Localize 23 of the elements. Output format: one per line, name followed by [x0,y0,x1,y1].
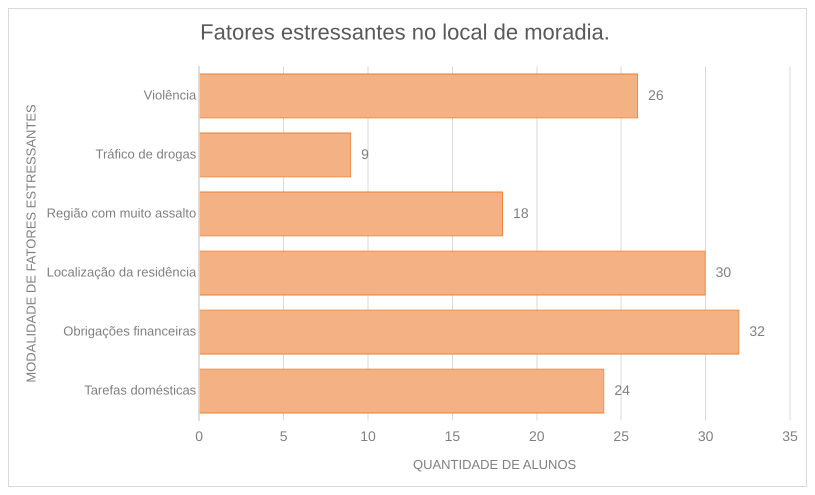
y-tick-label: Tráfico de drogas [96,146,197,162]
y-tick-label: Região com muito assalto [46,206,196,221]
x-axis-title: QUANTIDADE DE ALUNOS [412,456,577,472]
data-label: 18 [513,204,529,221]
data-label: 9 [361,146,370,162]
data-label: 24 [614,382,630,398]
chart-title: Fatores estressantes no local de moradia. [200,19,610,44]
x-tick-label: 20 [529,428,545,444]
x-tick-label: 10 [360,428,376,444]
x-tick-label: 25 [613,428,630,444]
y-tick-label: Obrigações financeiras [63,324,197,339]
data-label: 32 [749,322,766,339]
y-tick-label: Localização da residência [46,264,197,280]
y-axis-title: MODALIDADE DE FATORES ESTRESSANTES [23,104,38,383]
x-tick-label: 35 [782,428,798,444]
data-label: 26 [648,86,664,103]
x-tick-label: 15 [444,428,460,444]
x-tick-label: 30 [698,428,714,444]
x-tick-label: 0 [195,428,204,444]
y-tick-label: Tarefas domésticas [84,382,197,398]
y-tick-label: Violência [144,87,197,102]
data-label: 30 [716,264,732,280]
x-tick-label: 5 [280,428,288,444]
